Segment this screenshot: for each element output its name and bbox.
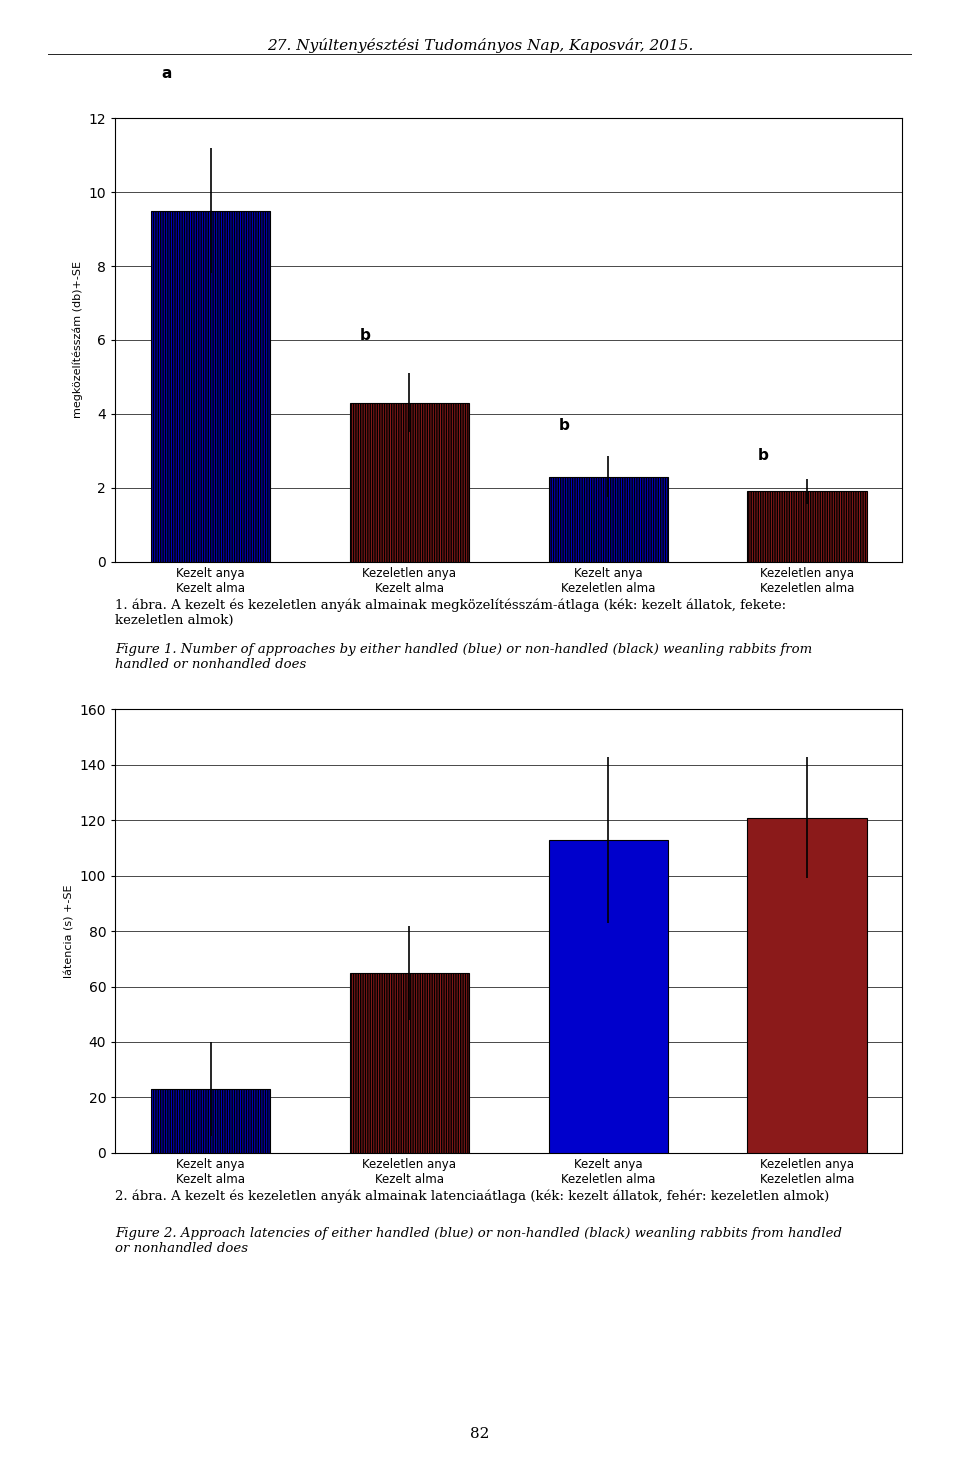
Text: 2. ábra. A kezelt és kezeletlen anyák almainak latenciaátlaga (kék: kezelt állat: 2. ábra. A kezelt és kezeletlen anyák al… [115,1190,829,1203]
Bar [747,491,867,562]
Text: 1. ábra. A kezelt és kezeletlen anyák almainak megközelítésszám-átlaga (kék: kez: 1. ábra. A kezelt és kezeletlen anyák al… [115,599,786,627]
Text: 82: 82 [470,1428,490,1441]
Text: a: a [161,65,171,81]
Text: 27. Nyúltenyésztési Tudományos Nap, Kaposvár, 2015.: 27. Nyúltenyésztési Tudományos Nap, Kapo… [267,38,693,53]
Text: b: b [559,418,569,433]
Bar [349,973,469,1153]
Text: b: b [360,328,371,343]
Text: Figure 2. Approach latencies of either handled (blue) or non-handled (black) wea: Figure 2. Approach latencies of either h… [115,1227,842,1255]
Bar [548,476,668,562]
Bar [747,817,867,1153]
Bar [151,210,271,562]
Bar [349,402,469,562]
Y-axis label: megközelítésszám (db)+-SE: megközelítésszám (db)+-SE [73,262,83,418]
Bar [151,1089,271,1153]
Y-axis label: látencia (s) +-SE: látencia (s) +-SE [64,884,74,978]
Text: Figure 1. Number of approaches by either handled (blue) or non-handled (black) w: Figure 1. Number of approaches by either… [115,643,812,671]
Text: b: b [757,448,768,463]
Bar [548,840,668,1153]
